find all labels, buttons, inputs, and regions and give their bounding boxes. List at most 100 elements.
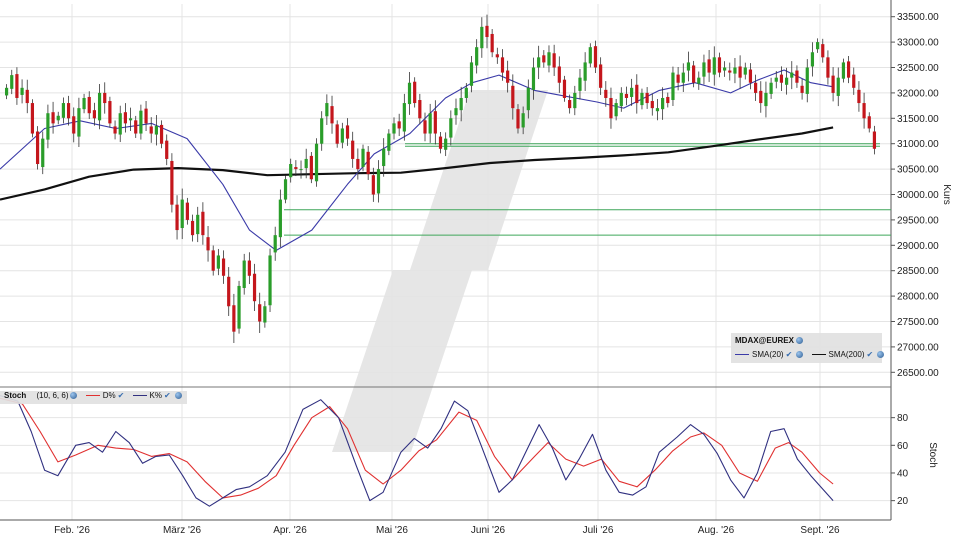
d-toggle-icon[interactable]: ✔: [117, 391, 125, 401]
candle-body: [294, 167, 298, 170]
candle-body: [320, 118, 324, 144]
candle-body: [221, 258, 226, 276]
candle-body: [77, 108, 81, 137]
sma200-toggle-icon[interactable]: ✔: [866, 350, 874, 360]
candle-body: [547, 52, 551, 66]
candle-body: [495, 54, 499, 58]
candle-body: [676, 74, 680, 83]
candle-body: [805, 67, 809, 94]
candle-body: [180, 199, 184, 229]
globe-icon[interactable]: [174, 392, 182, 400]
candle-body: [418, 100, 422, 119]
globe-icon[interactable]: [877, 351, 885, 359]
candle-body: [92, 110, 96, 119]
candle-body: [469, 62, 474, 86]
candle-body: [376, 169, 381, 194]
candle-body: [309, 155, 313, 180]
candle-body: [821, 44, 825, 58]
candle-body: [738, 66, 742, 78]
y-tick-label: 29000.00: [897, 241, 939, 252]
x-tick-label: Aug. '26: [698, 525, 735, 536]
candle-body: [428, 113, 432, 134]
globe-icon[interactable]: [70, 392, 78, 400]
candle-body: [438, 136, 443, 149]
candle-body: [51, 112, 55, 124]
candle-body: [201, 211, 205, 236]
candle-body: [314, 143, 319, 182]
y-tick-label: 31500.00: [897, 114, 939, 125]
candle-body: [25, 89, 29, 104]
candle-body: [154, 125, 158, 135]
candle-body: [232, 305, 236, 332]
candle-body: [759, 90, 763, 104]
candle-body: [134, 120, 138, 134]
candle-body: [30, 103, 35, 134]
y-tick-label: 30000.00: [897, 190, 939, 201]
candle-body: [61, 103, 66, 118]
candle-body: [15, 74, 19, 98]
candle-body: [562, 79, 567, 98]
candle-body: [852, 74, 856, 88]
y-tick-label: 30500.00: [897, 165, 939, 176]
candle-body: [216, 255, 220, 269]
candle-body: [278, 199, 282, 238]
sma20-toggle-icon[interactable]: ✔: [785, 350, 793, 360]
candle-body: [361, 148, 365, 168]
stoch-d-label: D%: [102, 391, 116, 401]
candle-body: [609, 97, 613, 119]
candle-body: [263, 306, 267, 323]
candle-body: [268, 255, 272, 306]
candle-body: [707, 59, 711, 73]
candle-body: [728, 70, 732, 73]
y-axis-label: Kurs: [941, 184, 952, 205]
y-tick-label: 27000.00: [897, 342, 939, 353]
candle-body: [304, 158, 308, 169]
candle-body: [635, 84, 639, 104]
stoch-tick-label: 60: [897, 441, 909, 452]
legend-symbol: MDAX@EUREX: [735, 336, 794, 346]
candle-body: [382, 148, 386, 167]
candle-body: [557, 66, 561, 83]
stoch-tick-label: 20: [897, 496, 909, 507]
candle-body: [340, 128, 344, 143]
candle-body: [407, 82, 412, 105]
x-tick-label: Sept. '26: [800, 525, 840, 536]
price-legend: MDAX@EUREX SMA(20) ✔ SMA(200) ✔: [731, 333, 885, 363]
candle-body: [247, 260, 251, 276]
stoch-tick-label: 40: [897, 468, 909, 479]
y-tick-label: 29500.00: [897, 215, 939, 226]
candle-body: [289, 164, 293, 178]
candle-body: [371, 175, 375, 195]
candle-body: [692, 65, 696, 83]
candle-body: [779, 74, 784, 83]
candle-body: [175, 204, 179, 231]
candle-body: [139, 110, 143, 134]
candle-body: [671, 72, 675, 101]
stoch-name: Stoch: [4, 391, 27, 401]
globe-icon[interactable]: [795, 337, 803, 345]
legend-sma200: SMA(200): [828, 350, 865, 360]
k-toggle-icon[interactable]: ✔: [164, 391, 171, 401]
candle-body: [190, 220, 195, 236]
candle-body: [433, 111, 437, 134]
candle-body: [170, 160, 174, 205]
sma200-swatch: [811, 354, 826, 356]
candle-body: [733, 67, 737, 74]
candle-body: [108, 101, 112, 124]
candle-body: [283, 179, 288, 200]
candle-body: [717, 57, 722, 73]
globe-icon[interactable]: [796, 351, 804, 359]
y-tick-label: 28500.00: [897, 266, 939, 277]
candle-body: [785, 77, 789, 85]
stoch-k-line: [0, 394, 834, 507]
candle-body: [227, 276, 231, 307]
candle-body: [335, 124, 339, 144]
candle-body: [723, 67, 727, 71]
candle-body: [82, 97, 86, 110]
candle-body: [149, 126, 153, 134]
candle-body: [490, 33, 494, 53]
y-tick-label: 32500.00: [897, 63, 939, 74]
x-tick-label: Mai '26: [376, 525, 408, 536]
sma20-swatch: [735, 354, 749, 356]
candle-body: [645, 92, 649, 104]
